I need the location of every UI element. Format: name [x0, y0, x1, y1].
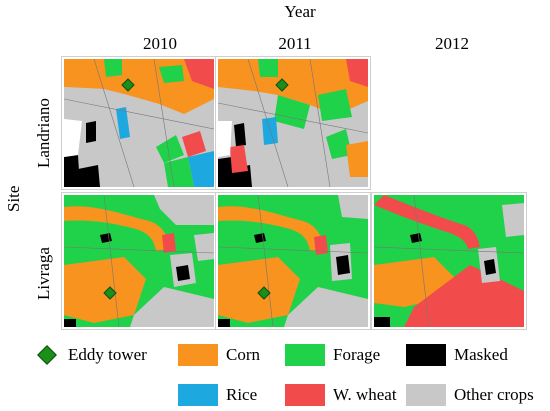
column-header-2012: 2012 — [435, 34, 469, 53]
legend-item-eddy-tower: Eddy tower — [34, 345, 147, 365]
row-header-livraga: Livraga — [34, 247, 53, 300]
legend-label: Rice — [226, 385, 258, 404]
legend-swatch — [406, 344, 446, 366]
legend-label: Other crops — [454, 385, 534, 404]
legend-swatch — [285, 344, 325, 366]
land-use-map — [64, 195, 214, 327]
legend-row-1: Eddy tower — [34, 343, 147, 367]
legend-item-other-crops: Other crops — [406, 383, 534, 407]
legend-label: Forage — [333, 345, 381, 364]
map-livraga-2010 — [61, 192, 217, 330]
legend-swatch — [178, 384, 218, 406]
land-use-map — [218, 195, 368, 327]
map-landriano-2010 — [61, 56, 217, 190]
legend-label: W. wheat — [333, 385, 397, 404]
legend-item-rice: Rice — [178, 383, 257, 407]
row-header-landriano: Landriano — [34, 98, 53, 168]
legend-item-forage: Forage — [285, 343, 380, 367]
legend-swatch — [285, 384, 325, 406]
legend-item-wheat: W. wheat — [285, 383, 397, 407]
map-livraga-2011 — [215, 192, 371, 330]
column-header-2011: 2011 — [278, 34, 312, 53]
column-header-2010: 2010 — [143, 34, 177, 53]
legend-label: Eddy tower — [68, 345, 147, 364]
legend-label: Corn — [226, 345, 260, 364]
legend-item-masked: Masked — [406, 343, 508, 367]
diamond-icon — [37, 345, 57, 365]
year-axis-title: Year — [284, 2, 316, 21]
legend-item-corn: Corn — [178, 343, 260, 367]
land-use-map — [64, 59, 214, 187]
site-axis-title: Site — [4, 185, 23, 212]
legend-swatch — [178, 344, 218, 366]
map-landriano-2011 — [215, 56, 371, 190]
land-use-map — [374, 195, 524, 327]
map-livraga-2012 — [371, 192, 527, 330]
legend-label: Masked — [454, 345, 508, 364]
land-use-map — [218, 59, 368, 187]
legend-swatch — [406, 384, 446, 406]
